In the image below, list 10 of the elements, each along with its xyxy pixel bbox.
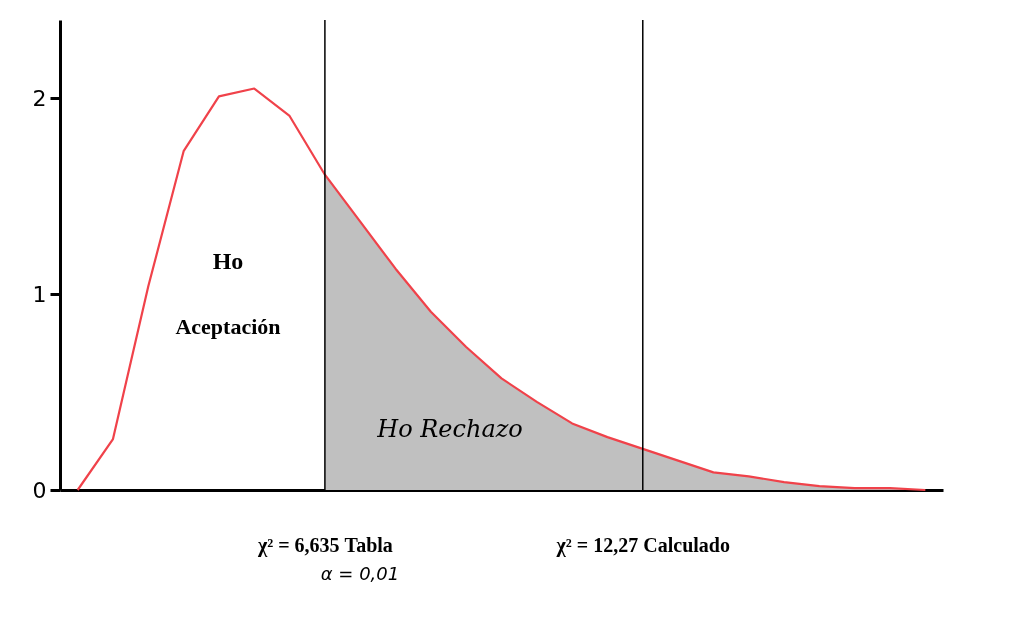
text: α = 0,01 [320,563,400,584]
annotation: Aceptación [175,314,281,339]
x-tick-label: χ² = 6,635 Tabla [256,533,393,557]
line-series [76,87,927,492]
x-tick-label: χ² = 12,27 Calculado [555,533,730,557]
annotation: Ho Rechazo [376,415,523,443]
annotation: Ho [212,248,244,274]
y-tick-label: 1 [32,281,47,307]
y-tick-label: 2 [32,85,47,111]
y-tick-label: 0 [32,477,47,503]
